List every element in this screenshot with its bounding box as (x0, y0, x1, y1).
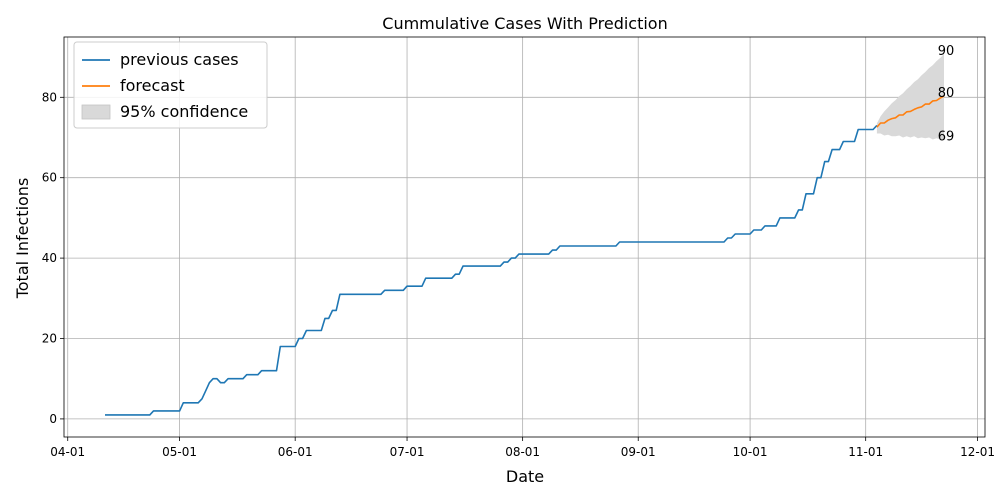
annotation-label: 80 (938, 86, 955, 101)
y-tick-label: 40 (42, 251, 57, 265)
previous-cases-line (105, 124, 878, 416)
y-tick-label: 60 (42, 171, 57, 185)
x-tick-label: 11-01 (848, 445, 883, 459)
legend-swatch-patch (81, 104, 111, 120)
legend-box (73, 41, 268, 129)
legend-label: previous cases (120, 50, 239, 69)
x-axis-label: Date (506, 467, 544, 486)
tick-labels: 04-01 05-01 06-01 07-01 08-01 09-01 10-01 11-01… (42, 90, 995, 459)
y-tick-label: 20 (42, 332, 57, 346)
x-tick-label: 10-01 (733, 445, 768, 459)
forecast-line (876, 95, 945, 128)
legend-label: 95% confidence (120, 102, 248, 121)
plot-frame (63, 36, 986, 438)
x-tick-label: 07-01 (390, 445, 425, 459)
x-tick-label: 06-01 (278, 445, 313, 459)
legend: previous cases forecast 95% confidence (73, 41, 268, 129)
x-tick-label: 09-01 (621, 445, 656, 459)
y-axis-label: Total Infections (13, 178, 32, 300)
x-tick-label: 05-01 (162, 445, 197, 459)
series-layer (105, 95, 945, 416)
x-tick-label: 08-01 (505, 445, 540, 459)
legend-label: forecast (120, 76, 185, 95)
annotation-label: 90 (938, 44, 955, 59)
y-tick-label: 0 (49, 412, 57, 426)
annotation-label: 69 (938, 130, 955, 145)
x-tick-label: 12-01 (960, 445, 995, 459)
grid (64, 37, 985, 437)
y-tick-label: 80 (42, 90, 57, 104)
x-tick-label: 04-01 (50, 445, 85, 459)
chart-title: Cummulative Cases With Prediction (382, 14, 667, 33)
annotations: 90 80 69 (938, 44, 955, 145)
axes (60, 36, 986, 441)
